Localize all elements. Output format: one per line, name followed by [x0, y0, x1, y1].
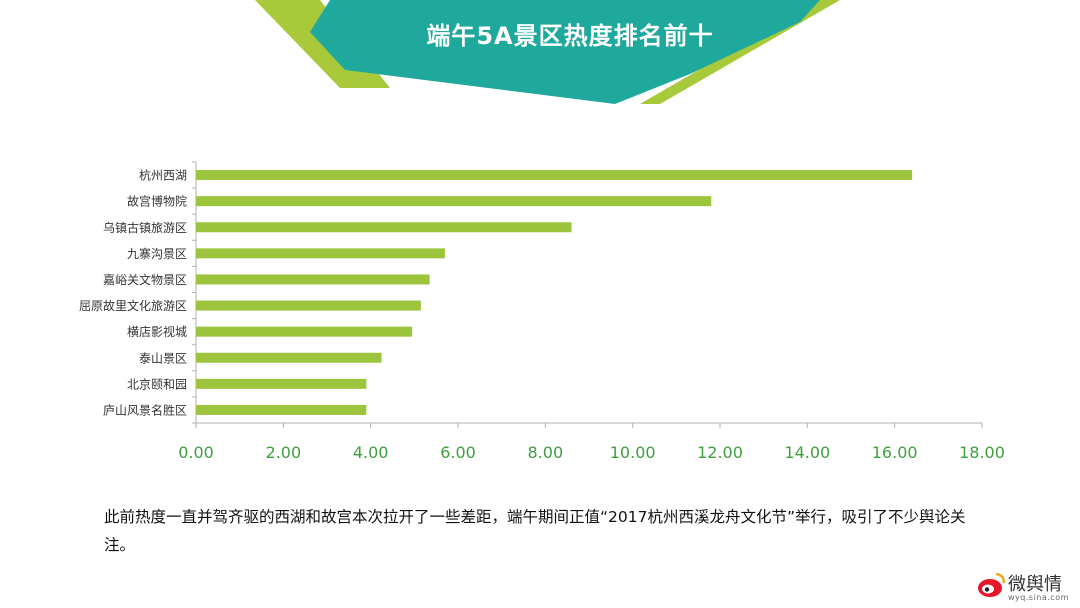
bar	[196, 300, 421, 311]
bar	[196, 378, 367, 389]
category-label: 故宫博物院	[127, 194, 187, 209]
x-tick-label: 14.00	[784, 443, 830, 462]
category-label: 庐山风景名胜区	[103, 402, 187, 417]
title-banner	[255, 0, 840, 104]
bar	[196, 404, 367, 415]
category-label: 北京颐和园	[127, 377, 187, 391]
category-label: 杭州西湖	[139, 168, 187, 183]
bar-chart: 杭州西湖故宫博物院乌镇古镇旅游区九寨沟景区嘉峪关文物景区屈原故里文化旅游区横店影…	[79, 161, 1005, 462]
bar	[196, 222, 572, 233]
x-tick-label: 12.00	[697, 443, 743, 462]
x-tick-label: 10.00	[610, 443, 656, 462]
watermark: 微舆情 wyq.sina.com	[976, 566, 1080, 608]
x-tick-label: 18.00	[959, 443, 1005, 462]
bar	[196, 274, 430, 285]
category-label: 九寨沟景区	[127, 246, 187, 261]
category-label: 横店影视城	[127, 324, 187, 339]
category-label: 嘉峪关文物景区	[103, 272, 187, 287]
bar	[196, 352, 382, 363]
x-tick-label: 8.00	[528, 443, 564, 462]
weibo-logo-icon	[978, 572, 1006, 597]
x-tick-label: 16.00	[872, 443, 918, 462]
category-label: 泰山景区	[139, 351, 187, 365]
bar	[196, 170, 913, 181]
category-label: 乌镇古镇旅游区	[103, 220, 187, 235]
caption-text: 此前热度一直并驾齐驱的西湖和故宫本次拉开了一些差距，端午期间正值“2017杭州西…	[104, 508, 966, 554]
watermark-name: 微舆情	[1008, 574, 1062, 595]
bar	[196, 248, 445, 259]
x-tick-label: 6.00	[440, 443, 476, 462]
x-tick-label: 0.00	[178, 443, 214, 462]
bar	[196, 326, 413, 337]
bar	[196, 196, 712, 207]
x-tick-label: 2.00	[266, 443, 302, 462]
chart-title: 端午5A景区热度排名前十	[426, 22, 714, 50]
category-label: 屈原故里文化旅游区	[79, 298, 187, 313]
watermark-url: wyq.sina.com	[1008, 593, 1069, 602]
x-tick-label: 4.00	[353, 443, 389, 462]
banner-teal-shape	[310, 0, 820, 104]
